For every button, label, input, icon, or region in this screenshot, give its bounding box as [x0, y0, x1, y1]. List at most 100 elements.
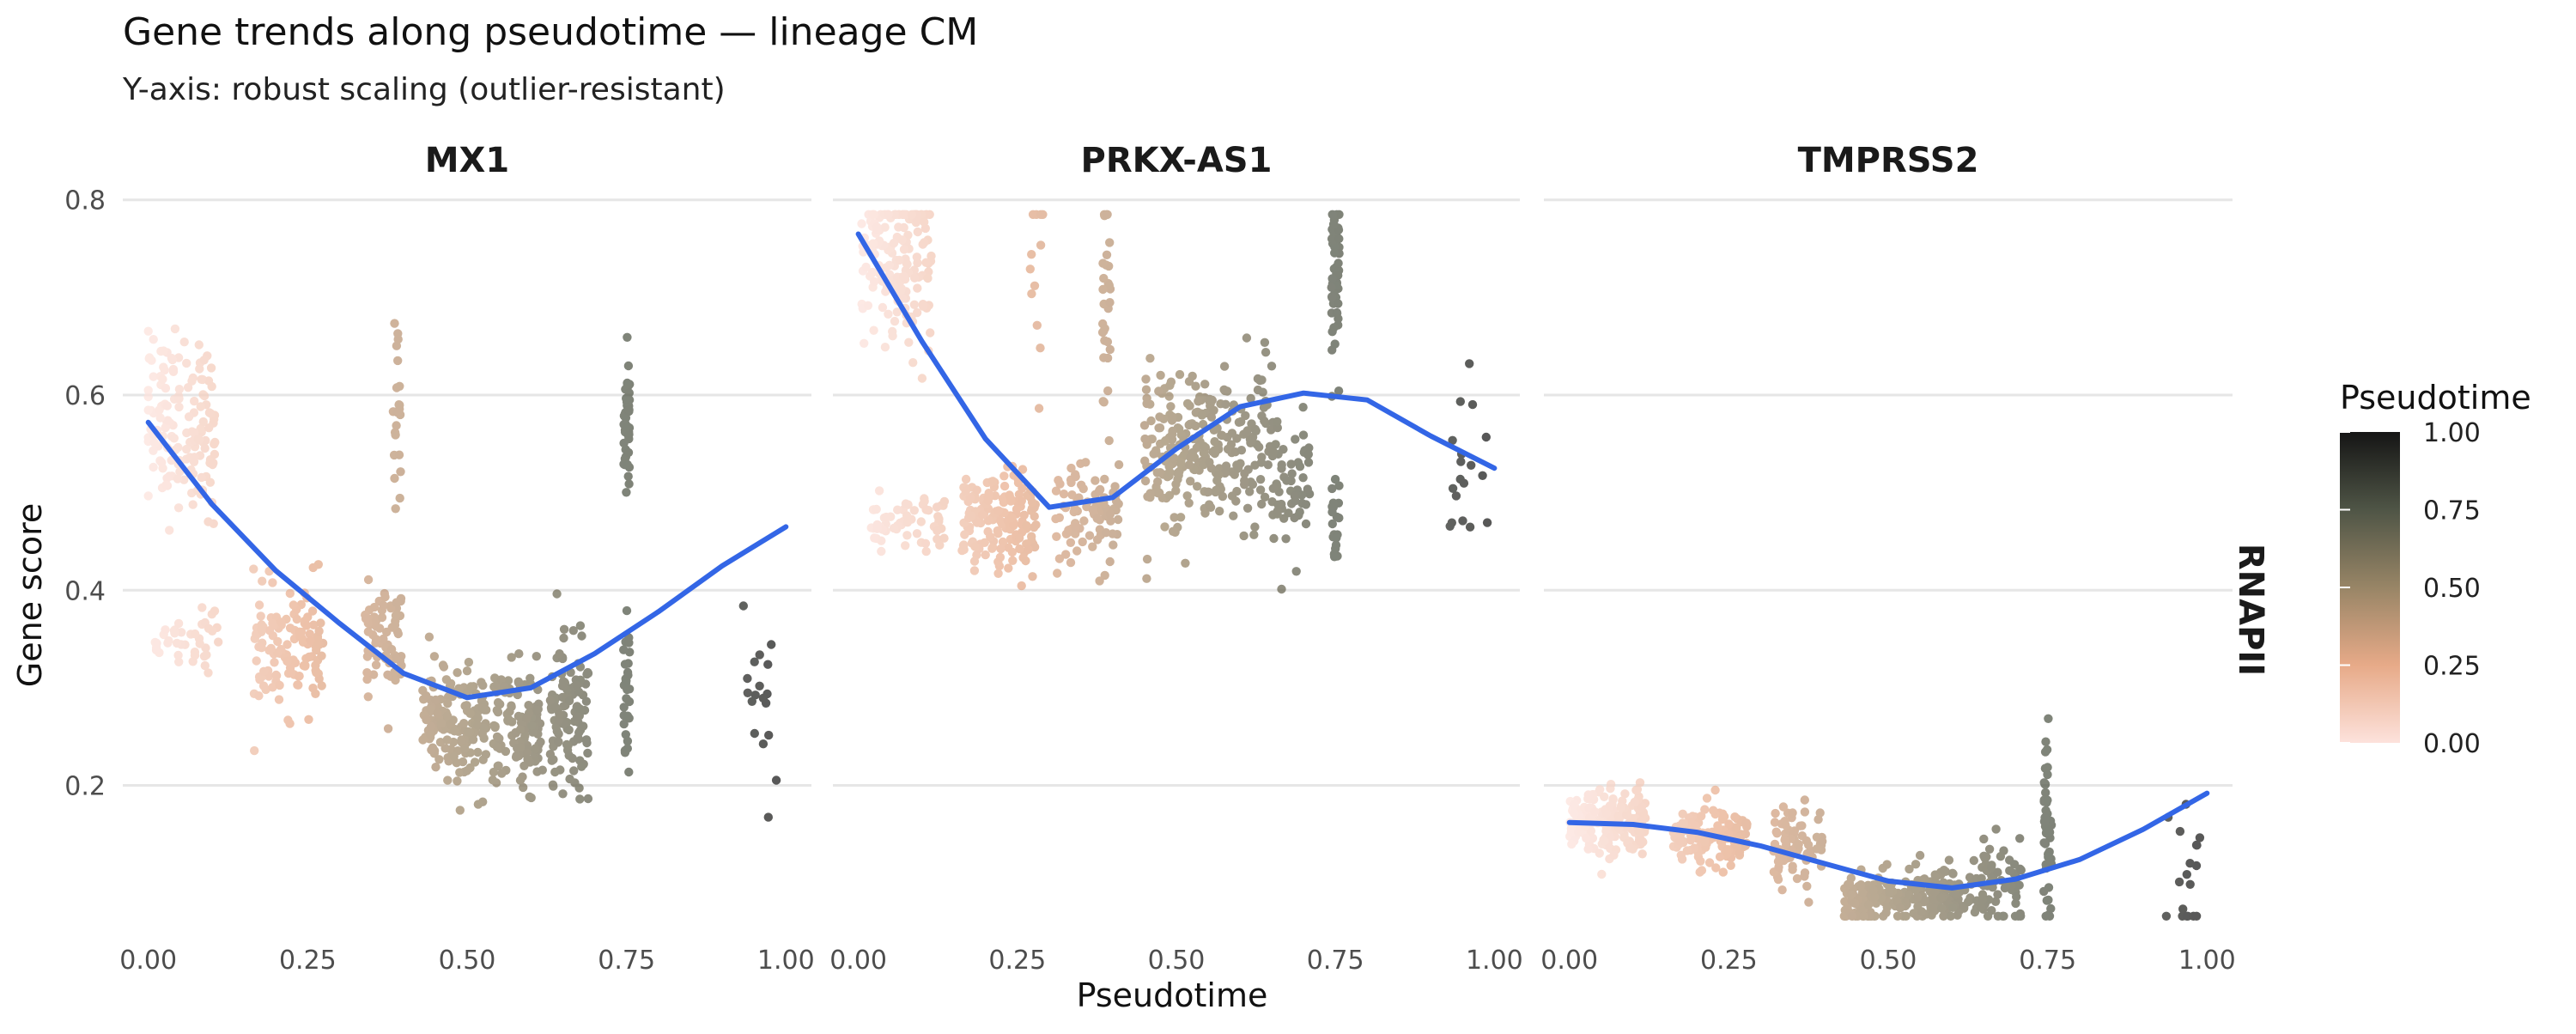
- data-point: [1261, 348, 1271, 357]
- data-point: [1482, 518, 1492, 527]
- data-point: [155, 405, 164, 415]
- data-point: [890, 210, 900, 219]
- data-point: [869, 325, 878, 335]
- data-point: [1984, 844, 1995, 854]
- data-point: [276, 617, 286, 627]
- data-point: [1678, 809, 1687, 818]
- data-point: [395, 400, 404, 410]
- data-point: [579, 721, 588, 731]
- data-point: [2005, 866, 2014, 875]
- data-point: [920, 496, 929, 506]
- data-point: [172, 638, 182, 648]
- data-point: [1330, 474, 1340, 484]
- data-point: [210, 606, 220, 616]
- data-point: [173, 474, 183, 484]
- data-point: [1255, 485, 1266, 495]
- data-point: [1008, 556, 1018, 565]
- data-point: [1964, 897, 1973, 907]
- data-point: [1218, 430, 1227, 441]
- data-point: [1192, 443, 1201, 453]
- data-point: [1800, 872, 1809, 881]
- data-point: [913, 227, 923, 237]
- data-point: [149, 446, 158, 455]
- data-point: [371, 660, 381, 670]
- data-point: [1328, 220, 1339, 229]
- data-point: [1173, 468, 1182, 478]
- data-point: [1695, 867, 1704, 877]
- data-point: [383, 724, 393, 733]
- data-point: [1240, 476, 1249, 485]
- data-point: [966, 511, 976, 520]
- data-point: [493, 697, 503, 708]
- data-point: [1017, 581, 1026, 591]
- data-point: [927, 251, 936, 261]
- data-point: [1329, 552, 1340, 562]
- data-point: [1742, 819, 1752, 830]
- data-point: [524, 701, 533, 710]
- data-point: [552, 589, 562, 599]
- data-point: [867, 268, 877, 278]
- data-point: [453, 776, 462, 786]
- data-point: [1605, 801, 1615, 811]
- data-point: [453, 668, 462, 678]
- data-point: [507, 701, 516, 710]
- data-point: [273, 636, 283, 647]
- data-point: [939, 496, 950, 507]
- data-point: [516, 743, 526, 752]
- data-point: [1291, 567, 1301, 576]
- data-point: [1802, 881, 1812, 891]
- data-point: [377, 612, 387, 623]
- data-point: [1181, 558, 1190, 568]
- x-tick-label: 1.00: [2178, 946, 2236, 976]
- data-point: [988, 477, 998, 486]
- data-point: [620, 660, 630, 669]
- data-point: [619, 719, 629, 729]
- data-point: [473, 800, 483, 809]
- data-point: [285, 719, 295, 728]
- data-point: [1205, 500, 1214, 509]
- data-point: [1141, 385, 1151, 394]
- data-point: [252, 656, 261, 666]
- data-point: [2191, 840, 2202, 850]
- data-point: [2044, 827, 2053, 837]
- data-point: [623, 447, 634, 458]
- data-point: [878, 302, 888, 313]
- data-point: [494, 761, 503, 770]
- data-point: [623, 736, 633, 746]
- data-point: [1850, 898, 1860, 909]
- data-point: [308, 563, 318, 573]
- data-point: [1105, 238, 1115, 247]
- data-point: [208, 459, 217, 470]
- data-point: [1188, 371, 1197, 381]
- data-point: [504, 715, 513, 724]
- data-point: [524, 757, 533, 766]
- data-point: [1007, 547, 1018, 557]
- data-point: [460, 744, 470, 753]
- data-point: [197, 603, 207, 612]
- data-point: [2046, 903, 2056, 914]
- data-point: [1773, 874, 1783, 885]
- data-point: [1794, 839, 1803, 849]
- data-point: [904, 338, 914, 347]
- data-point: [1145, 354, 1155, 363]
- data-point: [193, 435, 203, 444]
- data-point: [1465, 359, 1474, 368]
- data-point: [393, 629, 403, 639]
- data-point: [422, 691, 431, 701]
- chart-subtitle: Y-axis: robust scaling (outlier-resistan…: [122, 72, 726, 107]
- data-point: [884, 210, 893, 219]
- data-point: [1697, 812, 1706, 821]
- data-point: [1171, 486, 1181, 496]
- data-point: [1102, 250, 1112, 259]
- data-point: [492, 742, 502, 751]
- data-point: [1456, 457, 1466, 466]
- data-point: [624, 479, 634, 489]
- data-point: [999, 481, 1010, 491]
- data-point: [393, 329, 403, 338]
- data-point: [1331, 540, 1341, 550]
- data-point: [363, 627, 374, 636]
- data-point: [908, 358, 918, 368]
- data-point: [872, 222, 882, 232]
- data-point: [2041, 806, 2050, 815]
- data-point: [1334, 481, 1344, 490]
